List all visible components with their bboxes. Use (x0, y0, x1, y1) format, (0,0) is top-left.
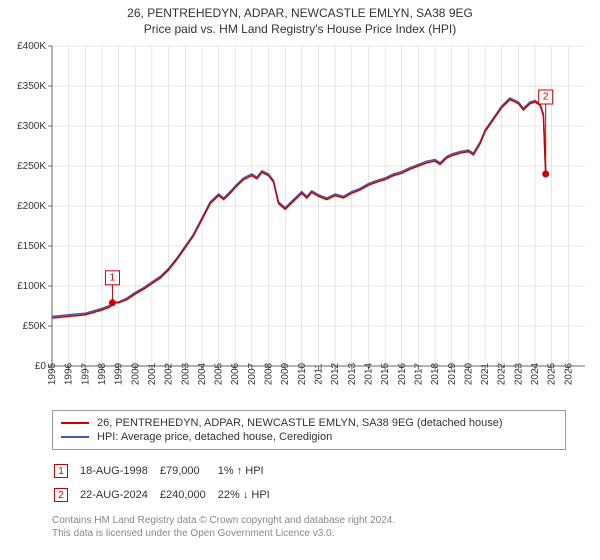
flag-marker-2: 2 (54, 488, 68, 502)
legend-item-hpi: HPI: Average price, detached house, Cere… (61, 431, 557, 443)
transactions-table: 1 18-AUG-1998 £79,000 1% ↑ HPI 2 22-AUG-… (52, 458, 282, 508)
footer-line-2: This data is licensed under the Open Gov… (52, 527, 566, 540)
svg-text:1: 1 (110, 272, 116, 283)
footer-attribution: Contains HM Land Registry data © Crown c… (52, 514, 566, 540)
svg-text:£200K: £200K (17, 201, 46, 212)
svg-text:£0: £0 (35, 361, 47, 372)
tx-date-1: 18-AUG-1998 (80, 460, 158, 482)
title-line-2: Price paid vs. HM Land Registry's House … (0, 22, 600, 36)
legend-item-property: 26, PENTREHEDYN, ADPAR, NEWCASTLE EMLYN,… (61, 417, 557, 429)
chart-area: £0 £50K £100K £150K £200K £250K £300K £350K £400… (0, 36, 600, 406)
svg-text:£250K: £250K (17, 161, 46, 172)
svg-text:£400K: £400K (17, 41, 46, 52)
svg-text:£350K: £350K (17, 81, 46, 92)
tx-delta-2: 22% ↓ HPI (218, 484, 280, 506)
legend: 26, PENTREHEDYN, ADPAR, NEWCASTLE EMLYN,… (52, 410, 566, 450)
svg-text:£300K: £300K (17, 121, 46, 132)
legend-swatch-hpi (61, 436, 89, 438)
tx-price-2: £240,000 (160, 484, 216, 506)
tx-date-2: 22-AUG-2024 (80, 484, 158, 506)
svg-text:£50K: £50K (23, 321, 47, 332)
chart-titles: 26, PENTREHEDYN, ADPAR, NEWCASTLE EMLYN,… (0, 0, 600, 36)
legend-label-property: 26, PENTREHEDYN, ADPAR, NEWCASTLE EMLYN,… (97, 417, 503, 429)
tx-price-1: £79,000 (160, 460, 216, 482)
tx-delta-1: 1% ↑ HPI (218, 460, 280, 482)
legend-label-hpi: HPI: Average price, detached house, Cere… (97, 431, 332, 443)
flag-marker-1: 1 (54, 464, 68, 478)
legend-swatch-property (61, 422, 89, 424)
svg-text:2: 2 (543, 92, 549, 103)
table-row: 2 22-AUG-2024 £240,000 22% ↓ HPI (54, 484, 280, 506)
svg-text:£150K: £150K (17, 241, 46, 252)
table-row: 1 18-AUG-1998 £79,000 1% ↑ HPI (54, 460, 280, 482)
svg-text:£100K: £100K (17, 281, 46, 292)
footer-line-1: Contains HM Land Registry data © Crown c… (52, 514, 566, 527)
price-chart-svg: £0 £50K £100K £150K £200K £250K £300K £350K £400… (0, 36, 600, 406)
title-line-1: 26, PENTREHEDYN, ADPAR, NEWCASTLE EMLYN,… (0, 6, 600, 20)
